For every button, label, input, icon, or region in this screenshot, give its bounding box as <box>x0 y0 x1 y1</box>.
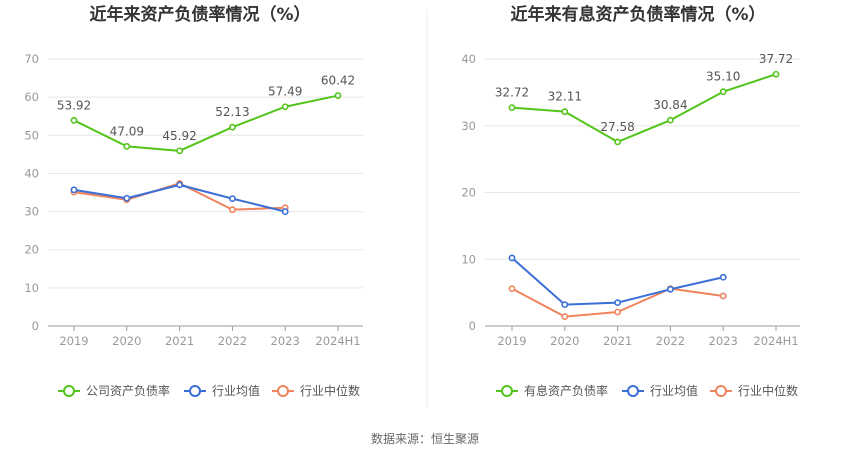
legend-item[interactable]: 行业中位数 <box>710 383 798 398</box>
data-point <box>281 208 289 215</box>
x-tick-label: 2023 <box>709 334 738 348</box>
data-label: 47.09 <box>110 124 144 138</box>
data-label: 52.13 <box>215 105 249 119</box>
legend-item[interactable]: 行业中位数 <box>272 383 360 398</box>
y-tick-label: 40 <box>461 52 476 66</box>
data-point <box>70 186 78 194</box>
y-tick-label: 10 <box>461 252 476 266</box>
y-tick-label: 30 <box>461 119 476 133</box>
x-tick-label: 2020 <box>550 334 579 348</box>
y-tick-label: 0 <box>32 319 39 333</box>
data-label: 27.58 <box>600 120 634 134</box>
data-label: 45.92 <box>162 129 196 143</box>
x-tick-label: 2021 <box>165 334 194 348</box>
series-line <box>73 94 339 152</box>
data-point <box>719 273 727 281</box>
data-label: 32.11 <box>548 90 582 104</box>
legend-item[interactable]: 行业均值 <box>184 383 260 398</box>
data-point <box>176 181 183 189</box>
data-point <box>508 285 516 293</box>
data-point <box>667 116 674 124</box>
data-label: 60.42 <box>321 74 355 88</box>
data-label: 57.49 <box>268 85 302 99</box>
x-tick-label: 2019 <box>59 334 88 348</box>
data-label: 30.84 <box>653 98 687 112</box>
chart-title: 近年来有息资产负债率情况（%） <box>510 4 765 25</box>
data-point <box>123 142 131 150</box>
chart-panel-interest-debt-ratio: 近年来有息资产负债率情况（%） 0 10 20 30 40 2019 2020 2021 2022… <box>461 4 800 398</box>
legend-label: 行业均值 <box>212 383 260 398</box>
series-line <box>511 257 724 306</box>
y-tick-label: 30 <box>24 205 39 219</box>
data-point <box>667 285 674 293</box>
data-label: 32.72 <box>495 86 529 100</box>
x-tick-label: 2022 <box>656 334 685 348</box>
y-tick-label: 40 <box>24 166 39 180</box>
data-point <box>772 70 780 78</box>
legend-swatch-marker <box>189 385 201 397</box>
data-point <box>70 116 78 124</box>
source-footer: 数据来源：恒生聚源 <box>371 431 479 446</box>
data-point <box>508 104 516 111</box>
data-label: 37.72 <box>759 52 793 66</box>
series-line <box>511 73 777 143</box>
legend-swatch-marker <box>627 385 639 397</box>
legend-label: 公司资产负债率 <box>86 383 170 398</box>
legend-label: 行业中位数 <box>300 383 360 398</box>
data-point <box>123 194 131 202</box>
x-tick-label: 2021 <box>603 334 632 348</box>
chart-title: 近年来资产负债率情况（%） <box>89 4 310 25</box>
data-point <box>176 147 183 155</box>
legend-item[interactable]: 公司资产负债率 <box>58 383 170 398</box>
data-point <box>719 292 727 300</box>
data-point <box>614 308 621 316</box>
data-point <box>228 195 236 203</box>
data-label: 53.92 <box>57 98 91 112</box>
legend-swatch-marker <box>715 385 727 397</box>
y-tick-label: 60 <box>24 90 39 104</box>
legend-item[interactable]: 有息资产负债率 <box>496 383 608 398</box>
legend-label: 行业均值 <box>650 383 698 398</box>
chart-panel-debt-ratio: 近年来资产负债率情况（%） 0 10 20 30 40 50 60 70 2019 2020 2021… <box>24 4 363 398</box>
legend-item[interactable]: 行业均值 <box>622 383 698 398</box>
x-tick-label: 2023 <box>271 334 300 348</box>
y-tick-label: 0 <box>469 319 476 333</box>
data-point <box>228 206 236 214</box>
x-tick-label: 2019 <box>497 334 526 348</box>
y-tick-label: 10 <box>24 281 39 295</box>
data-point <box>614 299 621 307</box>
data-point <box>508 254 516 262</box>
data-label: 35.10 <box>706 70 740 84</box>
series-line <box>73 183 286 213</box>
data-point <box>561 108 569 116</box>
data-point <box>614 138 621 146</box>
y-tick-label: 20 <box>461 186 476 200</box>
data-point <box>561 301 569 309</box>
y-tick-label: 20 <box>24 243 39 257</box>
y-tick-label: 50 <box>24 128 39 142</box>
x-tick-label: 2020 <box>112 334 141 348</box>
x-tick-label: 2024H1 <box>315 334 360 348</box>
data-point <box>719 88 727 96</box>
data-point <box>228 123 236 131</box>
x-tick-label: 2022 <box>218 334 247 348</box>
data-point <box>561 313 569 321</box>
legend-label: 有息资产负债率 <box>524 383 608 398</box>
legend-swatch-marker <box>501 385 513 397</box>
y-tick-label: 70 <box>24 52 39 66</box>
data-point <box>334 92 342 99</box>
x-tick-label: 2024H1 <box>753 334 798 348</box>
legend-swatch-marker <box>63 385 75 397</box>
data-point <box>281 103 289 111</box>
legend-label: 行业中位数 <box>738 383 798 398</box>
legend-swatch-marker <box>277 385 289 397</box>
